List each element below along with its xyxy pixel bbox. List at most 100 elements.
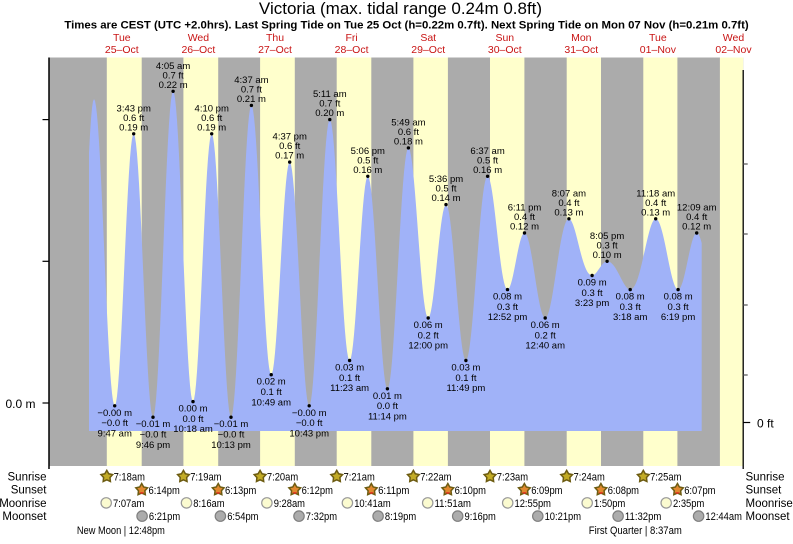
svg-text:11:18 am: 11:18 am (636, 188, 675, 199)
svg-text:0.10 m: 0.10 m (593, 250, 622, 261)
svg-text:−0.0 ft: −0.0 ft (218, 430, 245, 441)
svg-text:10:21pm: 10:21pm (545, 511, 582, 523)
svg-text:6:11pm: 6:11pm (378, 485, 409, 497)
svg-text:6:12pm: 6:12pm (302, 485, 333, 497)
svg-text:7:24am: 7:24am (574, 472, 605, 484)
svg-text:0.1 ft: 0.1 ft (261, 387, 282, 398)
svg-text:5:11 am: 5:11 am (313, 89, 347, 100)
svg-text:4:37 am: 4:37 am (234, 75, 268, 86)
svg-text:0.6 ft: 0.6 ft (398, 127, 419, 138)
svg-text:0.4 ft: 0.4 ft (558, 198, 579, 209)
svg-text:7:07am: 7:07am (113, 498, 144, 510)
svg-text:02–Nov: 02–Nov (715, 44, 752, 56)
svg-text:8:16am: 8:16am (193, 498, 224, 510)
svg-text:0.17 m: 0.17 m (275, 151, 304, 162)
svg-text:0.5 ft: 0.5 ft (435, 184, 456, 195)
svg-text:Thu: Thu (266, 32, 284, 44)
svg-text:0.3 ft: 0.3 ft (620, 302, 641, 313)
svg-text:2:35pm: 2:35pm (673, 498, 704, 510)
svg-text:1:50pm: 1:50pm (594, 498, 625, 510)
svg-text:−0.01 m: −0.01 m (214, 419, 249, 430)
svg-text:Moonset: Moonset (2, 511, 47, 523)
svg-text:Sunrise: Sunrise (8, 471, 47, 483)
svg-text:Mon: Mon (571, 32, 592, 44)
svg-text:0.21 m: 0.21 m (237, 94, 266, 105)
svg-text:0.4 ft: 0.4 ft (514, 212, 535, 223)
svg-text:Sat: Sat (420, 32, 436, 44)
svg-text:0.3 ft: 0.3 ft (597, 240, 618, 251)
svg-text:4:10 pm: 4:10 pm (195, 103, 229, 114)
svg-text:0.4 ft: 0.4 ft (686, 212, 707, 223)
svg-text:Sun: Sun (495, 32, 514, 44)
svg-text:0.19 m: 0.19 m (119, 122, 148, 133)
svg-text:6:07pm: 6:07pm (684, 485, 715, 497)
svg-text:29–Oct: 29–Oct (411, 44, 445, 56)
svg-text:0.02 m: 0.02 m (257, 377, 286, 388)
svg-text:−0.01 m: −0.01 m (136, 419, 171, 430)
svg-text:25–Oct: 25–Oct (105, 44, 139, 56)
svg-text:Sunset: Sunset (11, 485, 48, 497)
svg-text:0.03 m: 0.03 m (335, 363, 364, 374)
svg-text:Moonset: Moonset (746, 511, 791, 523)
svg-text:0.12 m: 0.12 m (510, 222, 539, 233)
svg-text:Wed: Wed (723, 32, 745, 44)
svg-text:0.14 m: 0.14 m (431, 193, 460, 204)
svg-text:8:07 am: 8:07 am (552, 188, 586, 199)
svg-text:0.03 m: 0.03 m (451, 363, 480, 374)
svg-text:3:18 am: 3:18 am (613, 312, 647, 323)
svg-text:12:09 am: 12:09 am (677, 203, 717, 214)
svg-text:8:19pm: 8:19pm (385, 511, 416, 523)
svg-text:0.20 m: 0.20 m (315, 108, 344, 119)
svg-text:0.06 m: 0.06 m (531, 320, 560, 331)
svg-text:0.7 ft: 0.7 ft (319, 99, 340, 110)
svg-text:0.5 ft: 0.5 ft (357, 155, 378, 166)
svg-text:0.3 ft: 0.3 ft (582, 288, 603, 299)
svg-text:Victoria (max. tidal range 0.2: Victoria (max. tidal range 0.24m 0.8ft) (259, 0, 542, 18)
svg-text:6:21pm: 6:21pm (149, 511, 180, 523)
svg-text:0.13 m: 0.13 m (554, 207, 583, 218)
svg-text:26–Oct: 26–Oct (181, 44, 215, 56)
svg-text:0.19 m: 0.19 m (197, 122, 226, 133)
svg-text:0.08 m: 0.08 m (493, 292, 522, 303)
svg-text:−0.00 m: −0.00 m (97, 408, 132, 419)
svg-text:11:32pm: 11:32pm (625, 511, 662, 523)
svg-text:0.08 m: 0.08 m (664, 292, 693, 303)
svg-text:7:21am: 7:21am (344, 472, 375, 484)
svg-text:9:46 pm: 9:46 pm (136, 440, 170, 451)
svg-text:11:23 am: 11:23 am (330, 383, 369, 394)
svg-text:0.01 m: 0.01 m (373, 391, 402, 402)
svg-text:Tue: Tue (649, 32, 667, 44)
svg-text:0.06 m: 0.06 m (414, 320, 443, 331)
svg-text:9:28am: 9:28am (274, 498, 305, 510)
svg-text:4:05 am: 4:05 am (156, 61, 190, 72)
svg-text:0.22 m: 0.22 m (159, 80, 188, 91)
svg-text:New Moon | 12:48pm: New Moon | 12:48pm (77, 525, 165, 537)
svg-text:9:16pm: 9:16pm (465, 511, 496, 523)
svg-text:10:18 am: 10:18 am (173, 424, 213, 435)
svg-text:7:20am: 7:20am (267, 472, 298, 484)
svg-text:−0.0 ft: −0.0 ft (101, 418, 128, 429)
svg-text:5:36 pm: 5:36 pm (429, 174, 463, 185)
svg-text:12:55pm: 12:55pm (515, 498, 552, 510)
svg-text:−0.0 ft: −0.0 ft (140, 430, 167, 441)
svg-text:0.00 m: 0.00 m (178, 404, 207, 415)
svg-text:6:10pm: 6:10pm (455, 485, 486, 497)
svg-text:0.16 m: 0.16 m (353, 165, 382, 176)
svg-text:0.4 ft: 0.4 ft (645, 198, 666, 209)
svg-text:Sunrise: Sunrise (746, 471, 785, 483)
svg-text:12:40 am: 12:40 am (525, 341, 565, 352)
svg-text:Moonrise: Moonrise (746, 498, 793, 510)
svg-text:0.6 ft: 0.6 ft (201, 113, 222, 124)
svg-text:3:43 pm: 3:43 pm (117, 103, 151, 114)
svg-text:10:43 pm: 10:43 pm (289, 428, 329, 439)
svg-text:Times are CEST (UTC +2.0hrs).: Times are CEST (UTC +2.0hrs). Last Sprin… (64, 20, 749, 32)
svg-text:0.1 ft: 0.1 ft (339, 373, 360, 384)
svg-text:First Quarter | 8:37am: First Quarter | 8:37am (589, 525, 682, 537)
svg-text:Fri: Fri (345, 32, 357, 44)
svg-text:6:09pm: 6:09pm (531, 485, 562, 497)
svg-text:0.0 ft: 0.0 ft (182, 414, 203, 425)
svg-text:0.0 m: 0.0 m (5, 397, 35, 411)
svg-text:0.13 m: 0.13 m (641, 207, 670, 218)
svg-text:30–Oct: 30–Oct (488, 44, 522, 56)
svg-text:7:25am: 7:25am (650, 472, 681, 484)
